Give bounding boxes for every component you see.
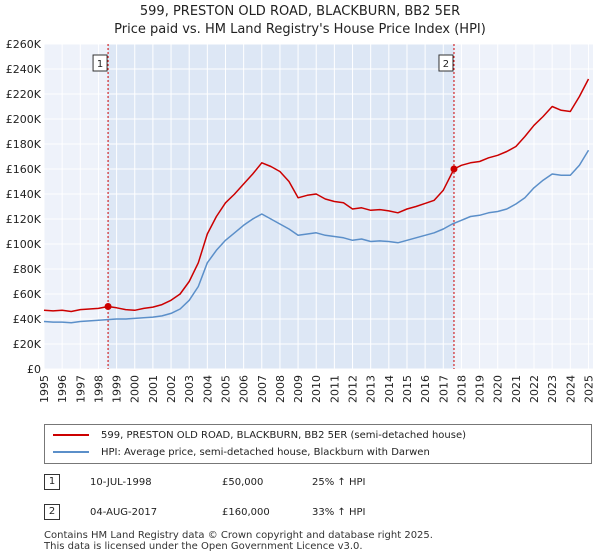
x-tick-label: 1996 xyxy=(56,375,69,403)
x-tick-label: 2006 xyxy=(238,375,251,403)
x-tick-label: 2014 xyxy=(383,375,396,403)
footer-copyright: Contains HM Land Registry data © Crown c… xyxy=(44,530,433,541)
sale-point xyxy=(450,165,458,173)
x-tick-label: 1995 xyxy=(38,375,51,403)
legend-item-property: 599, PRESTON OLD ROAD, BLACKBURN, BB2 5E… xyxy=(53,428,466,444)
y-tick-label: £240K xyxy=(6,63,42,76)
x-tick-label: 2003 xyxy=(183,375,196,403)
x-tick-label: 2016 xyxy=(419,375,432,403)
series-line-hpi xyxy=(43,149,590,324)
x-tick-label: 2004 xyxy=(201,375,214,403)
x-tick-label: 2011 xyxy=(328,375,341,403)
x-tick-label: 2025 xyxy=(582,375,595,403)
x-tick-label: 2017 xyxy=(437,375,450,403)
y-tick-label: £80K xyxy=(13,263,42,276)
x-tick-label: 1999 xyxy=(111,375,124,403)
chart-subtitle: Price paid vs. HM Land Registry's House … xyxy=(114,22,486,37)
x-tick-label: 2007 xyxy=(256,375,269,403)
legend-label-property: 599, PRESTON OLD ROAD, BLACKBURN, BB2 5E… xyxy=(101,430,467,441)
legend-swatch-blue xyxy=(53,451,89,453)
footer-licence: This data is licensed under the Open Gov… xyxy=(44,541,363,552)
transaction-row: 2 04-AUG-2017 £160,000 33% ↑ HPI xyxy=(44,504,592,522)
footer: Contains HM Land Registry data © Crown c… xyxy=(44,530,433,552)
legend-item-hpi: HPI: Average price, semi-detached house,… xyxy=(53,445,430,461)
x-tick-label: 2021 xyxy=(510,375,523,403)
x-tick-label: 2008 xyxy=(274,375,287,403)
transaction-row: 1 10-JUL-1998 £50,000 25% ↑ HPI xyxy=(44,474,592,492)
x-tick-label: 1997 xyxy=(74,375,87,403)
x-tick-label: 2019 xyxy=(474,375,487,403)
y-tick-label: £40K xyxy=(13,313,42,326)
legend: 599, PRESTON OLD ROAD, BLACKBURN, BB2 5E… xyxy=(44,424,592,464)
x-tick-label: 2013 xyxy=(365,375,378,403)
x-tick-label: 2001 xyxy=(147,375,160,403)
event-label-box xyxy=(92,54,108,72)
y-tick-label: £180K xyxy=(6,138,42,151)
transaction-hpi-change: 25% ↑ HPI xyxy=(312,477,366,488)
x-tick-label: 1998 xyxy=(92,375,105,403)
y-tick-label: £20K xyxy=(13,338,42,351)
sale-point xyxy=(104,303,112,310)
y-tick-label: £60K xyxy=(13,288,42,301)
y-tick-label: £140K xyxy=(6,188,42,201)
x-tick-label: 2015 xyxy=(401,375,414,403)
price-chart: 1 2 £0 £20K £40K £60K £80K £100K £120K £140K £160K… xyxy=(6,38,596,403)
y-tick-label: £220K xyxy=(6,88,42,101)
x-tick-label: 2010 xyxy=(310,375,323,403)
transaction-badge: 2 xyxy=(44,504,60,520)
x-tick-label: 2000 xyxy=(129,375,142,403)
series-line-property xyxy=(43,78,590,313)
y-tick-label: £120K xyxy=(6,213,42,226)
y-tick-label: £200K xyxy=(6,113,42,126)
x-tick-label: 2018 xyxy=(455,375,468,403)
transaction-price: £160,000 xyxy=(222,507,270,518)
y-tick-label: £260K xyxy=(6,38,42,51)
transaction-price: £50,000 xyxy=(222,477,264,488)
y-tick-label: £100K xyxy=(6,238,42,251)
transaction-badge: 1 xyxy=(44,474,60,490)
x-tick-label: 2023 xyxy=(546,375,559,403)
x-tick-label: 2012 xyxy=(347,375,360,403)
x-tick-label: 2005 xyxy=(219,375,232,403)
x-tick-label: 2009 xyxy=(292,375,305,403)
legend-swatch-red xyxy=(53,434,89,436)
event-label: 2 xyxy=(443,59,449,70)
y-tick-label: £160K xyxy=(6,163,42,176)
chart-title: 599, PRESTON OLD ROAD, BLACKBURN, BB2 5E… xyxy=(139,4,461,19)
x-tick-label: 2024 xyxy=(564,375,577,403)
transaction-date: 10-JUL-1998 xyxy=(90,477,152,488)
y-tick-label: £0 xyxy=(27,363,41,376)
ownership-band xyxy=(108,44,454,369)
x-tick-label: 2020 xyxy=(492,375,505,403)
event-label: 1 xyxy=(97,59,103,70)
event-label-box xyxy=(438,54,454,72)
legend-label-hpi: HPI: Average price, semi-detached house,… xyxy=(101,447,430,458)
transaction-date: 04-AUG-2017 xyxy=(90,507,158,518)
x-tick-label: 2022 xyxy=(528,375,541,403)
x-tick-label: 2002 xyxy=(165,375,178,403)
transaction-hpi-change: 33% ↑ HPI xyxy=(312,507,366,518)
